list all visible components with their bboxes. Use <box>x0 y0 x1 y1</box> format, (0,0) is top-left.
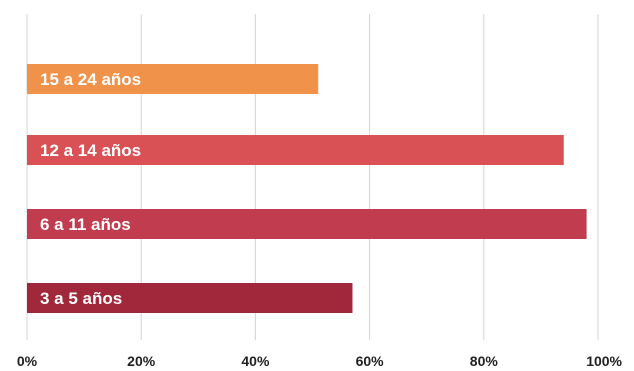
x-axis-ticks: 0% 20% 40% 60% 80% 100% <box>17 353 623 369</box>
x-tick-label: 40% <box>241 353 270 369</box>
x-tick-label: 20% <box>127 353 156 369</box>
x-tick-label: 0% <box>17 353 38 369</box>
bar-label: 12 a 14 años <box>40 141 141 160</box>
x-tick-label: 80% <box>470 353 499 369</box>
bars: 15 a 24 años 12 a 14 años 6 a 11 años 3 a 5… <box>27 64 587 313</box>
bar <box>27 283 353 313</box>
x-tick-label: 60% <box>356 353 385 369</box>
bar-label: 3 a 5 años <box>40 289 122 308</box>
bar-label: 6 a 11 años <box>40 215 131 234</box>
bar <box>27 209 587 239</box>
x-tick-label: 100% <box>586 353 622 369</box>
bar <box>27 135 564 165</box>
bar-label: 15 a 24 años <box>40 70 141 89</box>
bar <box>27 64 319 94</box>
